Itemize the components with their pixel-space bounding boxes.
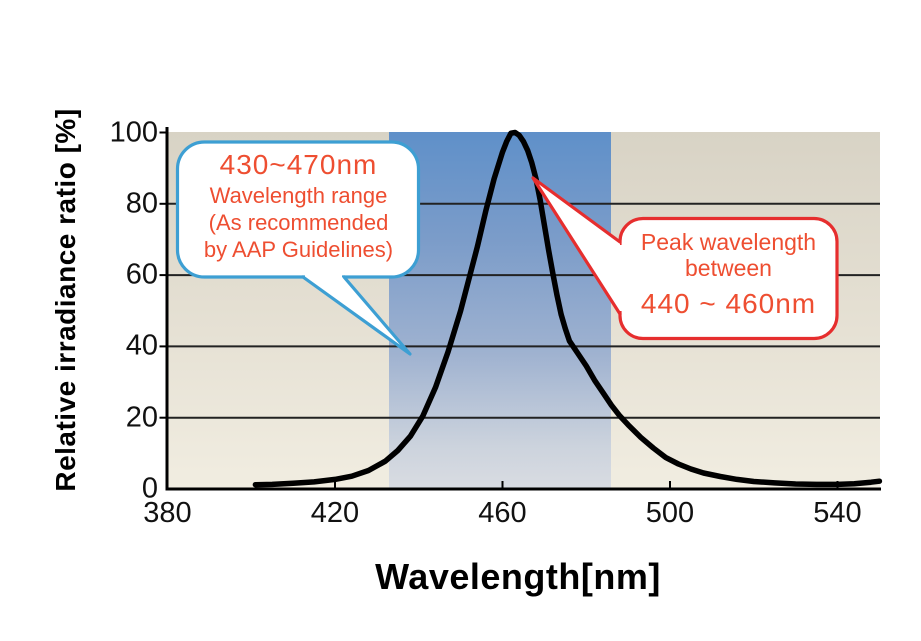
x-axis-title: Wavelength[nm] [375,556,661,597]
callout-peak-line: between [685,255,772,281]
blue-callout-tail [301,275,412,356]
callout-wavelength-range-line: (As recommended [208,210,389,235]
callout-peak-line: Peak wavelength [640,229,817,255]
spectrum-curve [252,129,883,488]
x-tick-label-540: 540 [813,497,862,529]
y-tick-label-0: 0 [141,472,158,505]
y-tick-label-40: 40 [125,329,158,362]
x-tick-label-420: 420 [310,497,360,529]
x-tick-label-460: 460 [478,497,527,529]
callout-peak-value: 440 ~ 460nm [640,288,817,319]
red-callout-tail [531,176,622,316]
callout-wavelength-range-title: 430~470nm [219,149,378,180]
y-tick-label-60: 60 [125,258,158,291]
callout-wavelength-range-line: by AAP Guidelines) [203,237,394,262]
blue-callout-bubble [175,140,421,279]
x-tick-label-380: 380 [143,497,192,529]
callout-wavelength-range: 430~470nm Wavelength range (As recommend… [177,147,420,263]
y-tick-label-100: 100 [109,116,158,148]
callout-peak-wavelength: Peak wavelength between 440 ~ 460nm [620,229,837,322]
y-tick-label-80: 80 [125,187,158,220]
x-tick-label-500: 500 [645,497,695,529]
recommended-wavelength-band [389,132,612,489]
callout-wavelength-range-line: Wavelength range [209,183,388,208]
y-tick-label-20: 20 [125,401,158,434]
